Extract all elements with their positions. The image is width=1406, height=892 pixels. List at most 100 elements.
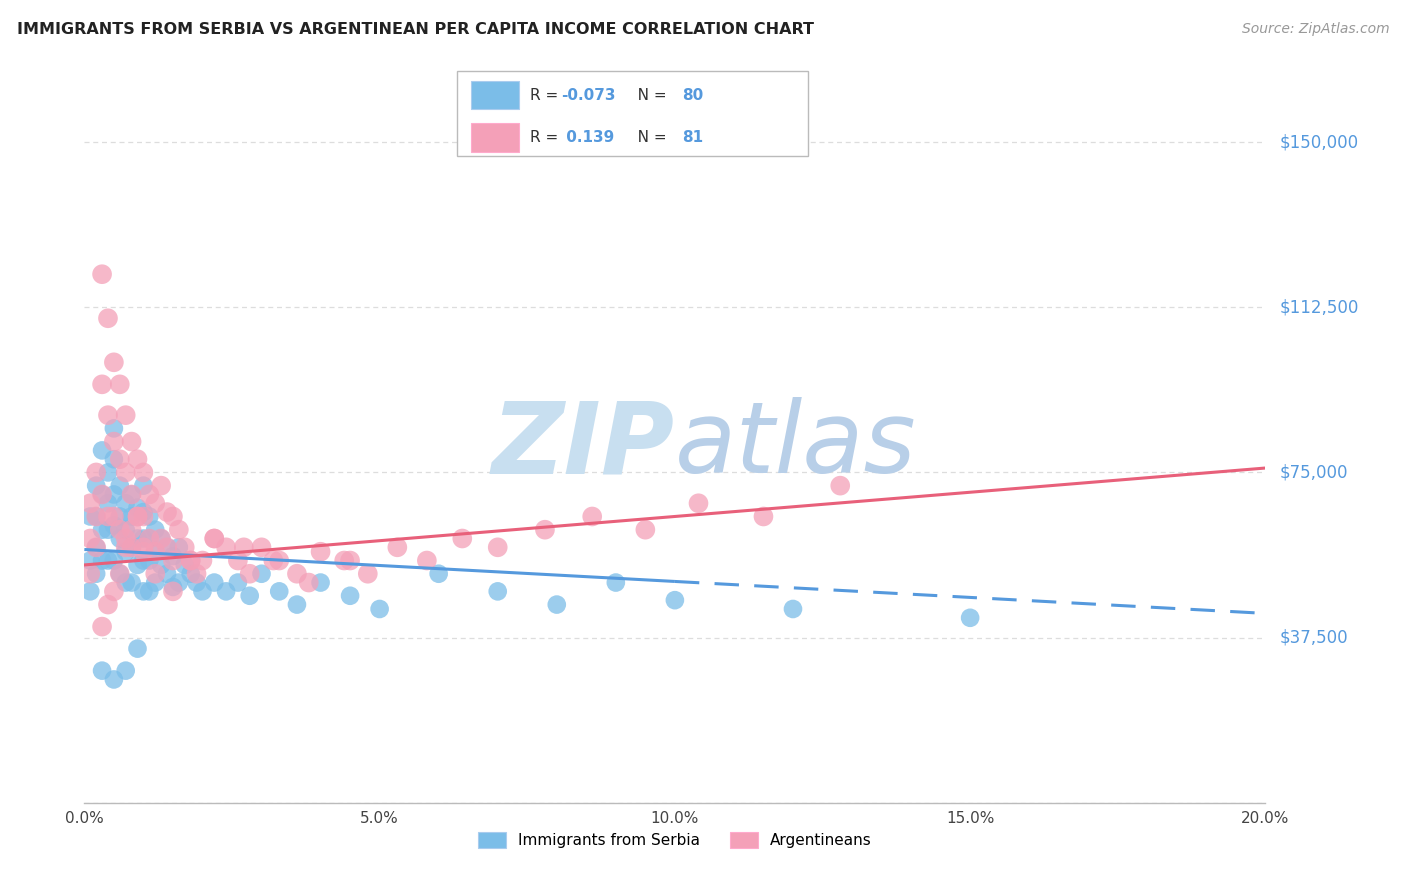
- Point: [91, 553, 114, 567]
- Point: [162, 553, 184, 567]
- Point: [138, 532, 160, 546]
- Point: [103, 518, 125, 533]
- Point: [581, 509, 603, 524]
- Point: [97, 466, 120, 480]
- Point: [108, 566, 131, 581]
- Text: Source: ZipAtlas.com: Source: ZipAtlas.com: [1241, 22, 1389, 37]
- Point: [191, 553, 214, 567]
- Point: [103, 584, 125, 599]
- Point: [121, 487, 143, 501]
- Point: [91, 267, 114, 281]
- Point: [150, 558, 173, 572]
- Point: [368, 602, 391, 616]
- Point: [138, 487, 160, 501]
- Point: [226, 575, 249, 590]
- Point: [91, 523, 114, 537]
- Point: [339, 553, 361, 567]
- Point: [688, 496, 710, 510]
- Point: [103, 553, 125, 567]
- Text: $150,000: $150,000: [1279, 133, 1358, 151]
- Point: [239, 589, 262, 603]
- Point: [180, 553, 202, 567]
- Text: 81: 81: [682, 130, 703, 145]
- Point: [162, 580, 184, 594]
- Point: [79, 532, 101, 546]
- Point: [167, 523, 190, 537]
- Point: [156, 541, 179, 555]
- Point: [186, 566, 208, 581]
- Point: [357, 566, 380, 581]
- Point: [132, 505, 155, 519]
- Point: [309, 575, 332, 590]
- Legend: Immigrants from Serbia, Argentineans: Immigrants from Serbia, Argentineans: [471, 824, 879, 855]
- Point: [121, 487, 143, 501]
- Point: [634, 523, 657, 537]
- Point: [173, 558, 195, 572]
- Point: [132, 478, 155, 492]
- Point: [108, 566, 131, 581]
- Point: [186, 575, 208, 590]
- Point: [605, 575, 627, 590]
- Text: ZIP: ZIP: [492, 398, 675, 494]
- Point: [103, 452, 125, 467]
- Point: [143, 566, 166, 581]
- Point: [269, 584, 291, 599]
- Point: [150, 532, 173, 546]
- Point: [451, 532, 474, 546]
- Point: [108, 377, 131, 392]
- Point: [387, 541, 409, 555]
- Point: [114, 545, 136, 559]
- Point: [114, 664, 136, 678]
- Point: [103, 509, 125, 524]
- Point: [79, 566, 101, 581]
- Point: [132, 466, 155, 480]
- Point: [202, 532, 225, 546]
- Text: R =: R =: [530, 87, 564, 103]
- Point: [959, 611, 981, 625]
- Point: [138, 584, 160, 599]
- Text: IMMIGRANTS FROM SERBIA VS ARGENTINEAN PER CAPITA INCOME CORRELATION CHART: IMMIGRANTS FROM SERBIA VS ARGENTINEAN PE…: [17, 22, 814, 37]
- Point: [143, 496, 166, 510]
- Point: [132, 545, 155, 559]
- Point: [97, 598, 120, 612]
- Point: [232, 541, 254, 555]
- Point: [114, 523, 136, 537]
- Point: [114, 575, 136, 590]
- Point: [91, 443, 114, 458]
- Point: [180, 566, 202, 581]
- Text: N =: N =: [623, 130, 671, 145]
- Point: [782, 602, 804, 616]
- Point: [84, 541, 107, 555]
- Point: [138, 509, 160, 524]
- Point: [114, 541, 136, 555]
- Point: [180, 553, 202, 567]
- Point: [79, 553, 101, 567]
- Point: [138, 553, 160, 567]
- Point: [262, 553, 284, 567]
- Point: [108, 452, 131, 467]
- Text: R =: R =: [530, 130, 564, 145]
- Point: [534, 523, 557, 537]
- Text: $75,000: $75,000: [1279, 464, 1348, 482]
- Point: [167, 541, 190, 555]
- Point: [138, 532, 160, 546]
- Point: [97, 553, 120, 567]
- Point: [162, 584, 184, 599]
- Point: [215, 541, 238, 555]
- Point: [298, 575, 321, 590]
- Point: [91, 377, 114, 392]
- Point: [114, 466, 136, 480]
- Point: [127, 509, 149, 524]
- Point: [79, 584, 101, 599]
- Point: [285, 598, 308, 612]
- Point: [121, 523, 143, 537]
- Point: [309, 545, 332, 559]
- Point: [132, 584, 155, 599]
- Point: [108, 523, 131, 537]
- Point: [121, 541, 143, 555]
- Point: [143, 575, 166, 590]
- Point: [333, 553, 356, 567]
- Point: [114, 532, 136, 546]
- Point: [127, 509, 149, 524]
- Point: [114, 496, 136, 510]
